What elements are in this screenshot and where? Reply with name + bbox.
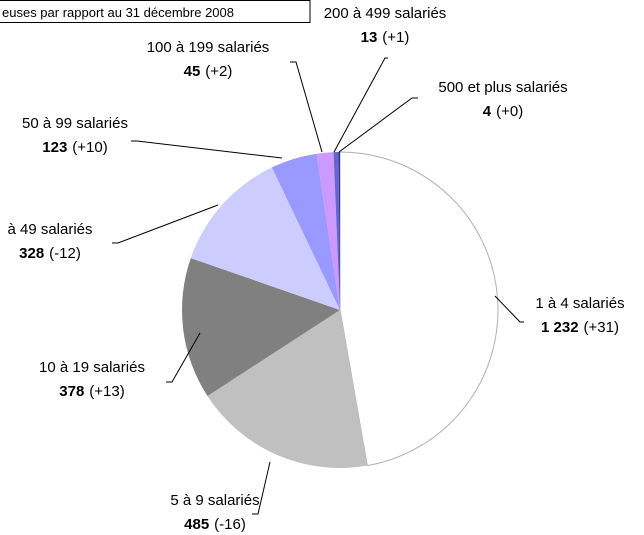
leader-line [290,61,323,153]
change-label: (+0) [496,103,523,120]
value-label: 123 [42,139,67,156]
slice-label: 10 à 19 salariés [39,359,145,376]
value-label: 4 [483,103,492,120]
change-label: (+2) [205,63,232,80]
change-label: (+1) [382,29,409,46]
value-label: 13 [361,29,378,46]
slice-label: 500 et plus salariés [438,79,567,96]
slice-value: 485 (-16) [184,516,246,533]
pie-slice [182,258,340,397]
slice-value: 45 (+2) [184,63,233,80]
leader-line [166,332,201,383]
chart-title: euses par rapport au 31 décembre 2008 [2,5,234,20]
change-label: (-12) [49,245,81,262]
slice-label: 200 à 499 salariés [324,5,447,22]
leader-line [338,97,418,153]
leader-line [131,140,283,159]
change-label: (+13) [89,383,124,400]
value-label: 378 [59,383,84,400]
slice-value: 328 (-12) [19,245,81,262]
slice-label: 100 à 199 salariés [147,39,270,56]
slice-value: 13 (+1) [361,29,410,46]
value-label: 45 [184,63,201,80]
pie-slice [271,153,340,310]
pie-slice [207,310,368,468]
slice-label: 50 à 99 salariés [22,115,128,132]
pie-slice [339,151,499,467]
change-label: (+31) [584,319,619,336]
slice-label: 1 à 4 salariés [535,295,624,312]
change-label: (+10) [72,139,107,156]
pie-slice [338,152,340,310]
value-label: 485 [184,516,209,533]
pie-slice [316,152,340,310]
value-label: 1 232 [541,319,579,336]
title-box [0,0,311,23]
pie-slice [190,167,340,310]
pie-slice [333,152,340,310]
slice-value: 378 (+13) [59,383,124,400]
slice-value: 123 (+10) [42,139,107,156]
change-label: (-16) [214,516,246,533]
leader-line [252,461,271,515]
leader-line [112,204,219,244]
slice-label: 5 à 9 salariés [170,492,259,509]
slice-value: 4 (+0) [483,103,523,120]
value-label: 328 [19,245,44,262]
slice-value: 1 232 (+31) [541,319,619,336]
slice-label: à 49 salariés [7,221,92,238]
leader-line [494,295,524,323]
leader-line [333,57,388,153]
